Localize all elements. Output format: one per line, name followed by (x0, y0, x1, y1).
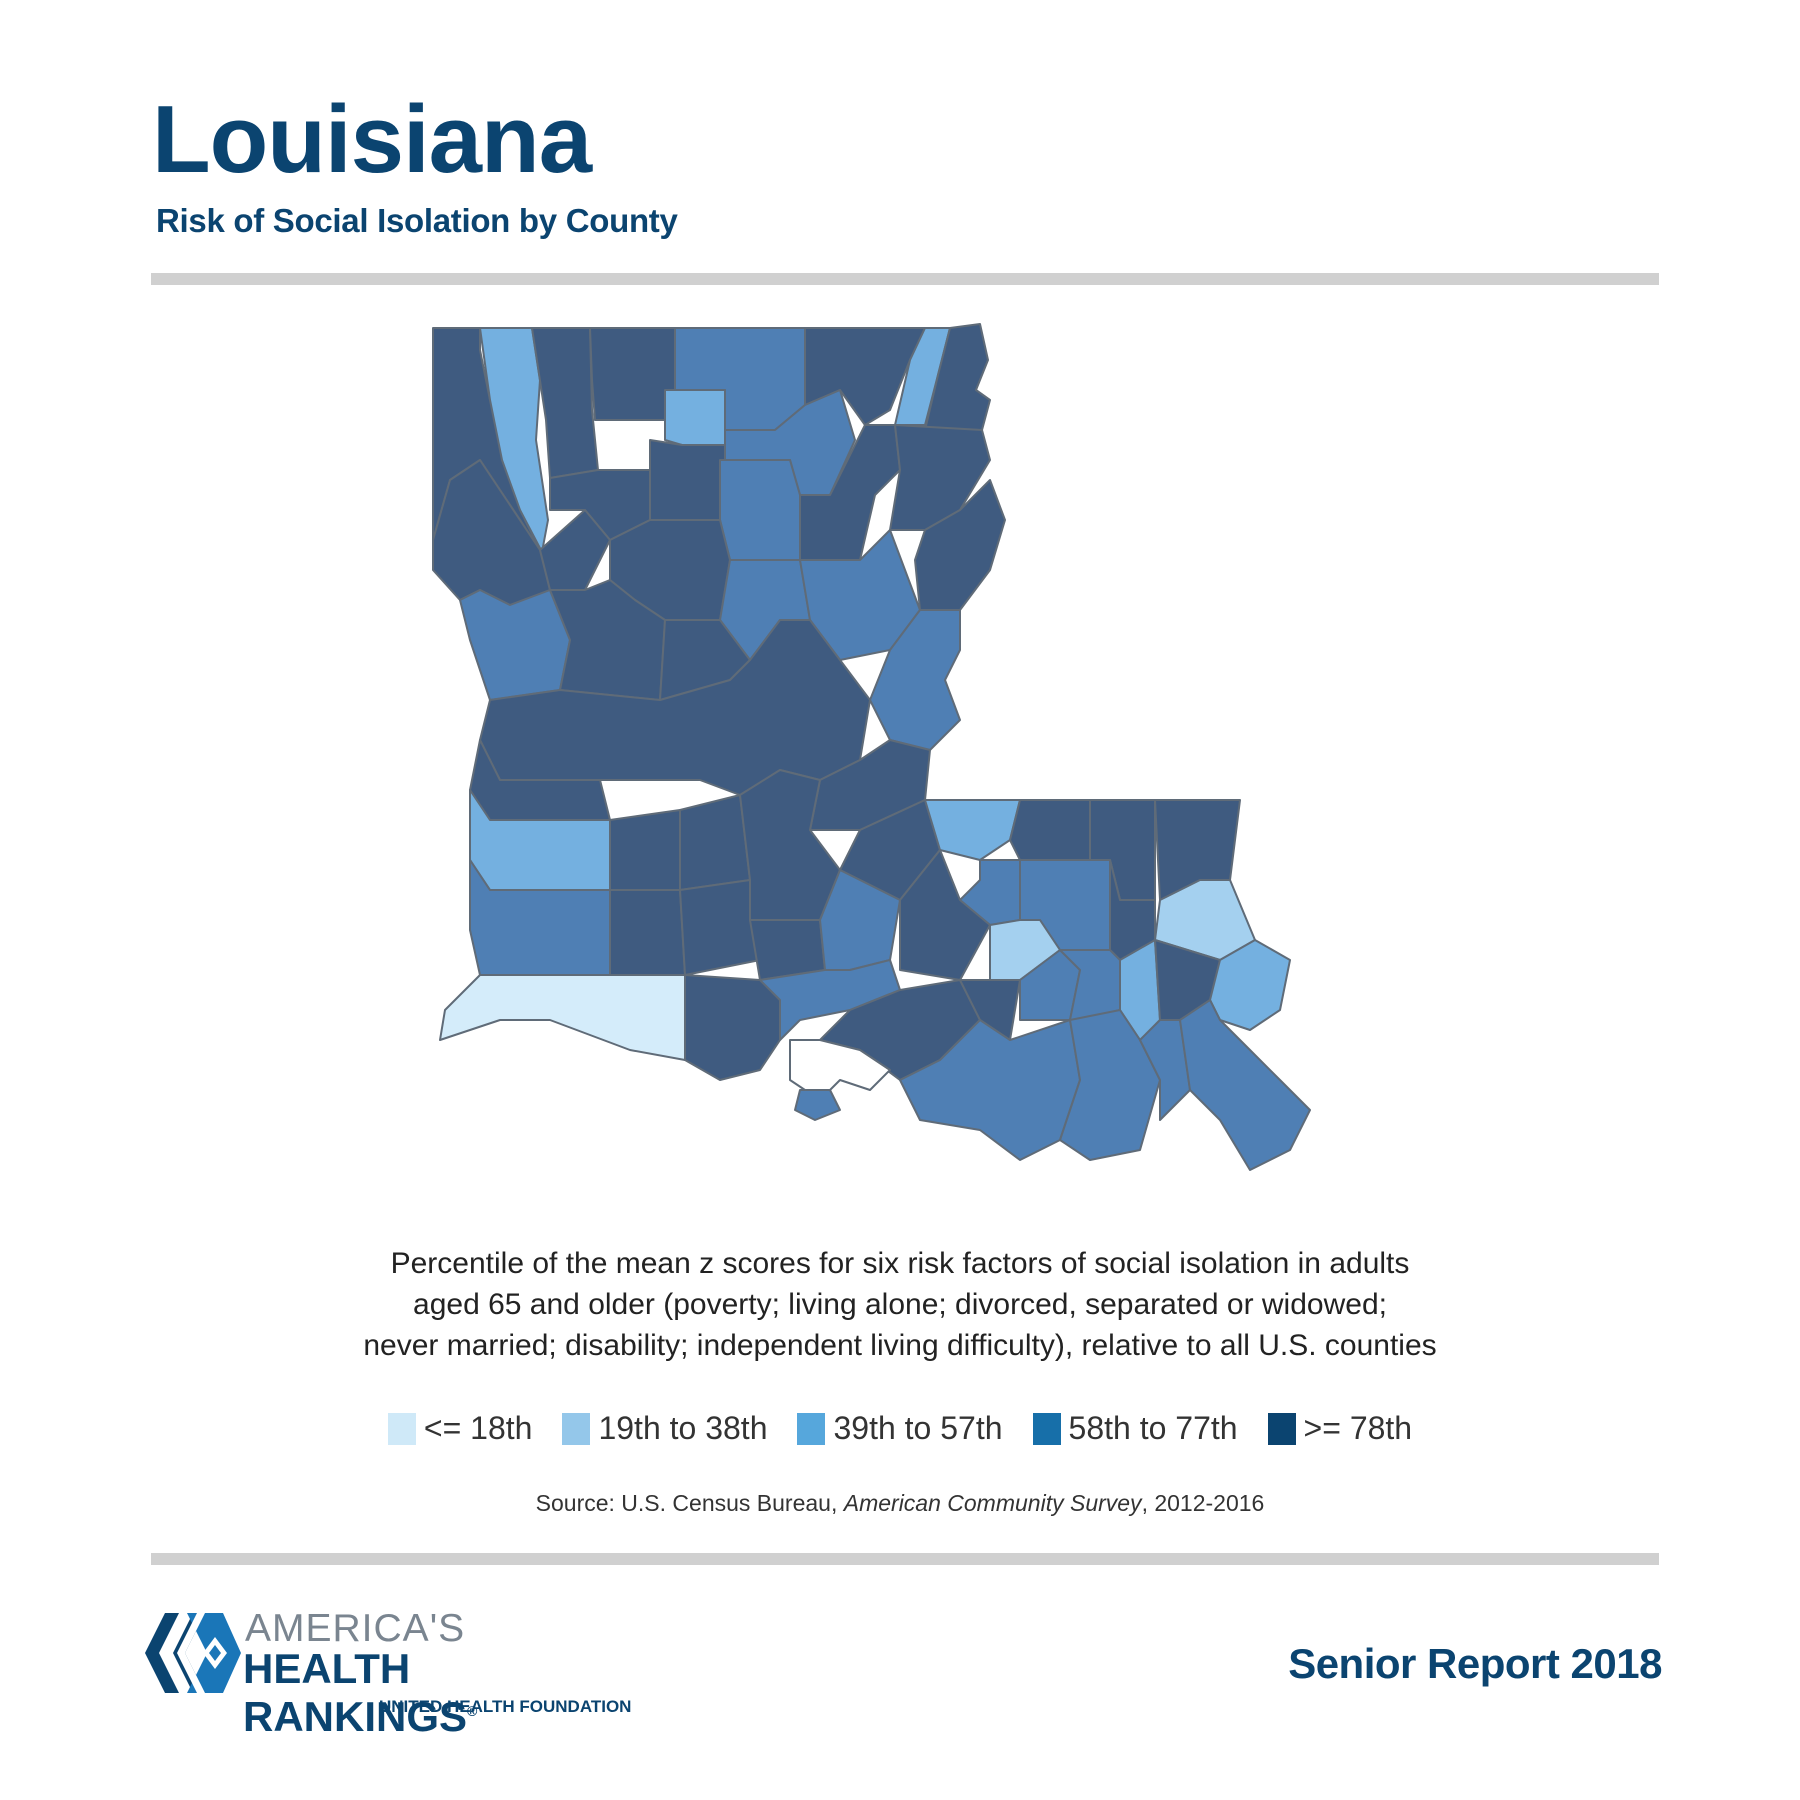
source-publication: American Community Survey (843, 1490, 1142, 1516)
parish-allen (609, 809, 681, 891)
parish-sabine (459, 589, 571, 701)
parish-acadia (679, 879, 761, 976)
water-vermilion-bay (789, 1039, 891, 1101)
parish-plaquemines (1179, 999, 1311, 1171)
parish-jeff-davis (609, 889, 686, 976)
parish-caldwell (719, 459, 801, 561)
legend-label: <= 18th (423, 1410, 533, 1446)
legend-label: 19th to 38th (598, 1410, 768, 1446)
parish-claiborne (589, 327, 676, 421)
page-subtitle: Risk of Social Isolation by County (156, 202, 678, 239)
legend-label: 58th to 77th (1068, 1410, 1238, 1446)
americas-health-rankings-logo: AMERICA'S HEALTH RANKINGS® UNITED HEALTH… (145, 1605, 655, 1740)
legend-swatch-high (1032, 1412, 1061, 1445)
legend-item-low: 19th to 38th (562, 1410, 767, 1447)
legend-swatch-lowest (387, 1412, 416, 1445)
legend-item-high: 58th to 77th (1032, 1410, 1238, 1447)
page-title: Louisiana (152, 86, 592, 193)
caption-line-3: never married; disability; independent l… (363, 1329, 1437, 1362)
legend-item-highest: >= 78th (1267, 1410, 1413, 1447)
logo-line-2: HEALTH RANKINGS® (243, 1645, 655, 1741)
legend-swatch-highest (1267, 1412, 1296, 1445)
bottom-divider (151, 1553, 1659, 1565)
ahr-diamond-icon (145, 1613, 241, 1693)
map-caption: Percentile of the mean z scores for six … (200, 1243, 1600, 1366)
top-divider (151, 273, 1659, 285)
legend-swatch-low (562, 1412, 591, 1445)
parish-webster (531, 327, 599, 479)
logo-name: HEALTH RANKINGS (243, 1645, 468, 1740)
parish-cameron (439, 974, 686, 1061)
parish-jackson (649, 439, 726, 521)
parish-vermilion (684, 974, 781, 1081)
parish-lafourche (1059, 1009, 1161, 1161)
legend-label: 39th to 57th (833, 1410, 1003, 1446)
legend-label: >= 78th (1303, 1410, 1413, 1446)
caption-line-2: aged 65 and older (poverty; living alone… (413, 1288, 1387, 1321)
parish-concordia (869, 609, 961, 751)
parish-st-bernard (1209, 939, 1291, 1031)
source-note: Source: U.S. Census Bureau, American Com… (0, 1490, 1800, 1517)
parish-lincoln (664, 389, 726, 446)
report-name: Senior Report 2018 (1288, 1640, 1662, 1687)
parish-avoyelles (809, 739, 931, 831)
legend-swatch-mid (797, 1412, 826, 1445)
parish-tensas (914, 479, 1006, 611)
registered-mark: ® (467, 1703, 478, 1719)
parish-red-river (539, 509, 611, 591)
logo-line-3: UNITED HEALTH FOUNDATION (379, 1697, 632, 1716)
source-suffix: , 2012-2016 (1141, 1490, 1265, 1516)
louisiana-county-map (432, 323, 1311, 1171)
legend-item-lowest: <= 18th (387, 1410, 533, 1447)
parish-marsh-island (794, 1089, 841, 1121)
parish-east-feliciana (1009, 799, 1091, 861)
source-prefix: Source: U.S. Census Bureau, (535, 1490, 844, 1516)
logo-line-1: AMERICA'S (245, 1607, 466, 1650)
caption-line-1: Percentile of the mean z scores for six … (390, 1247, 1410, 1280)
map-legend: <= 18th 19th to 38th 39th to 57th 58th t… (0, 1410, 1800, 1447)
parish-east-carroll (924, 323, 991, 431)
parish-assumption (959, 979, 1021, 1041)
legend-item-mid: 39th to 57th (797, 1410, 1003, 1447)
parish-west-feliciana (924, 799, 1021, 861)
parish-evangeline (679, 794, 751, 891)
